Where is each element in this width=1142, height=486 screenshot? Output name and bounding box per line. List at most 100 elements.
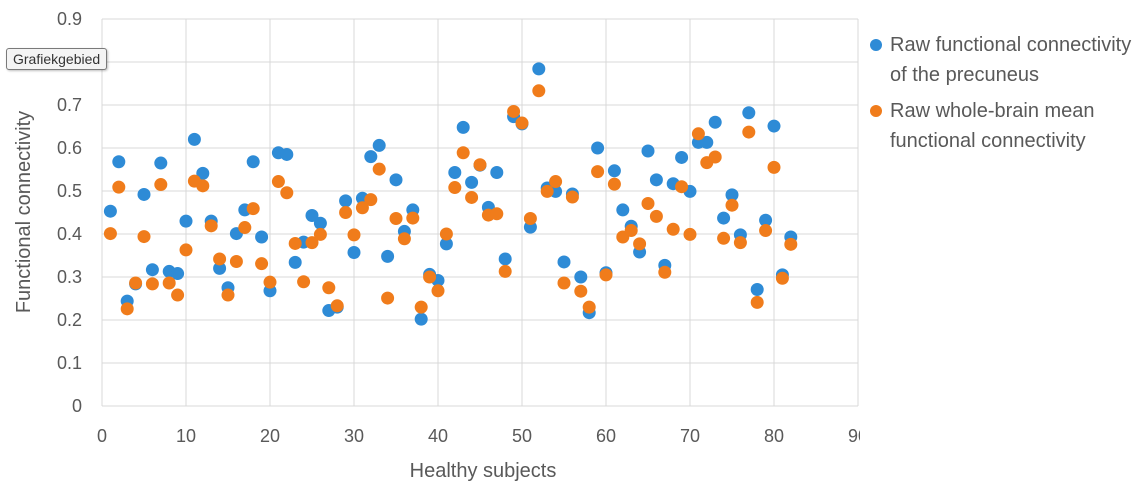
data-point[interactable]	[649, 173, 663, 187]
data-point[interactable]	[742, 106, 756, 120]
data-point[interactable]	[591, 141, 605, 155]
data-point[interactable]	[339, 206, 353, 219]
data-point[interactable]	[330, 299, 344, 313]
legend-item-precuneus[interactable]: Raw functional connectivity of the precu…	[870, 30, 1138, 90]
data-point[interactable]	[103, 204, 117, 218]
data-point[interactable]	[515, 116, 529, 130]
data-point[interactable]	[162, 276, 176, 290]
data-point[interactable]	[574, 284, 588, 298]
data-point[interactable]	[103, 227, 117, 241]
data-point[interactable]	[448, 166, 462, 180]
data-point[interactable]	[742, 125, 756, 139]
data-point[interactable]	[574, 270, 588, 284]
data-point[interactable]	[288, 255, 302, 269]
data-point[interactable]	[675, 180, 689, 194]
data-point[interactable]	[204, 219, 218, 233]
data-point[interactable]	[767, 160, 781, 174]
data-point[interactable]	[288, 236, 302, 250]
data-point[interactable]	[717, 211, 731, 225]
data-point[interactable]	[591, 165, 605, 179]
data-point[interactable]	[229, 255, 243, 269]
data-point[interactable]	[540, 184, 554, 198]
data-point[interactable]	[498, 252, 512, 266]
data-point[interactable]	[355, 201, 369, 215]
data-point[interactable]	[557, 255, 571, 269]
data-point[interactable]	[263, 275, 277, 289]
data-point[interactable]	[733, 236, 747, 250]
data-point[interactable]	[196, 179, 210, 193]
data-point[interactable]	[599, 268, 613, 282]
data-point[interactable]	[129, 276, 143, 290]
data-point[interactable]	[465, 190, 479, 204]
data-point[interactable]	[423, 270, 437, 284]
data-point[interactable]	[112, 155, 126, 169]
data-point[interactable]	[784, 237, 798, 251]
data-point[interactable]	[213, 261, 227, 275]
data-point[interactable]	[154, 156, 168, 170]
data-point[interactable]	[582, 300, 596, 314]
data-point[interactable]	[406, 211, 420, 225]
data-point[interactable]	[624, 224, 638, 238]
data-point[interactable]	[641, 196, 655, 210]
data-point[interactable]	[145, 263, 159, 277]
data-point[interactable]	[465, 175, 479, 189]
data-point[interactable]	[145, 277, 159, 291]
data-point[interactable]	[708, 150, 722, 164]
data-point[interactable]	[683, 227, 697, 241]
data-point[interactable]	[280, 186, 294, 200]
data-point[interactable]	[372, 162, 386, 176]
data-point[interactable]	[347, 228, 361, 242]
data-point[interactable]	[607, 177, 621, 191]
data-point[interactable]	[213, 252, 227, 266]
data-point[interactable]	[297, 275, 311, 289]
data-point[interactable]	[389, 212, 403, 226]
data-point[interactable]	[633, 237, 647, 251]
data-point[interactable]	[112, 180, 126, 194]
data-point[interactable]	[364, 193, 378, 207]
data-point[interactable]	[649, 209, 663, 223]
data-point[interactable]	[313, 227, 327, 241]
data-point[interactable]	[708, 115, 722, 129]
data-point[interactable]	[498, 264, 512, 278]
data-point[interactable]	[313, 216, 327, 230]
data-point[interactable]	[473, 158, 487, 172]
data-point[interactable]	[372, 138, 386, 152]
data-point[interactable]	[255, 257, 269, 271]
data-point[interactable]	[456, 120, 470, 134]
data-point[interactable]	[381, 291, 395, 305]
data-point[interactable]	[439, 227, 453, 241]
data-point[interactable]	[691, 127, 705, 141]
data-point[interactable]	[414, 300, 428, 314]
data-point[interactable]	[347, 245, 361, 259]
data-point[interactable]	[280, 147, 294, 161]
data-point[interactable]	[364, 150, 378, 164]
data-point[interactable]	[490, 166, 504, 180]
data-point[interactable]	[532, 84, 546, 98]
data-point[interactable]	[549, 175, 563, 189]
data-point[interactable]	[725, 198, 739, 212]
data-point[interactable]	[456, 146, 470, 160]
data-point[interactable]	[255, 230, 269, 244]
data-point[interactable]	[523, 212, 537, 226]
data-point[interactable]	[381, 249, 395, 263]
data-point[interactable]	[717, 231, 731, 245]
data-point[interactable]	[431, 284, 445, 298]
data-point[interactable]	[507, 104, 521, 118]
data-point[interactable]	[246, 202, 260, 216]
data-point[interactable]	[221, 288, 235, 302]
data-point[interactable]	[439, 237, 453, 251]
data-point[interactable]	[246, 155, 260, 169]
data-point[interactable]	[767, 119, 781, 133]
legend-item-whole-brain[interactable]: Raw whole-brain mean functional connecti…	[870, 96, 1138, 156]
data-point[interactable]	[759, 224, 773, 238]
data-point[interactable]	[271, 175, 285, 189]
data-point[interactable]	[179, 243, 193, 257]
data-point[interactable]	[490, 207, 504, 221]
data-point[interactable]	[725, 188, 739, 202]
data-point[interactable]	[666, 222, 680, 236]
data-point[interactable]	[238, 221, 252, 235]
data-point[interactable]	[137, 187, 151, 201]
data-point[interactable]	[658, 265, 672, 279]
data-point[interactable]	[171, 288, 185, 302]
data-point[interactable]	[154, 178, 168, 192]
